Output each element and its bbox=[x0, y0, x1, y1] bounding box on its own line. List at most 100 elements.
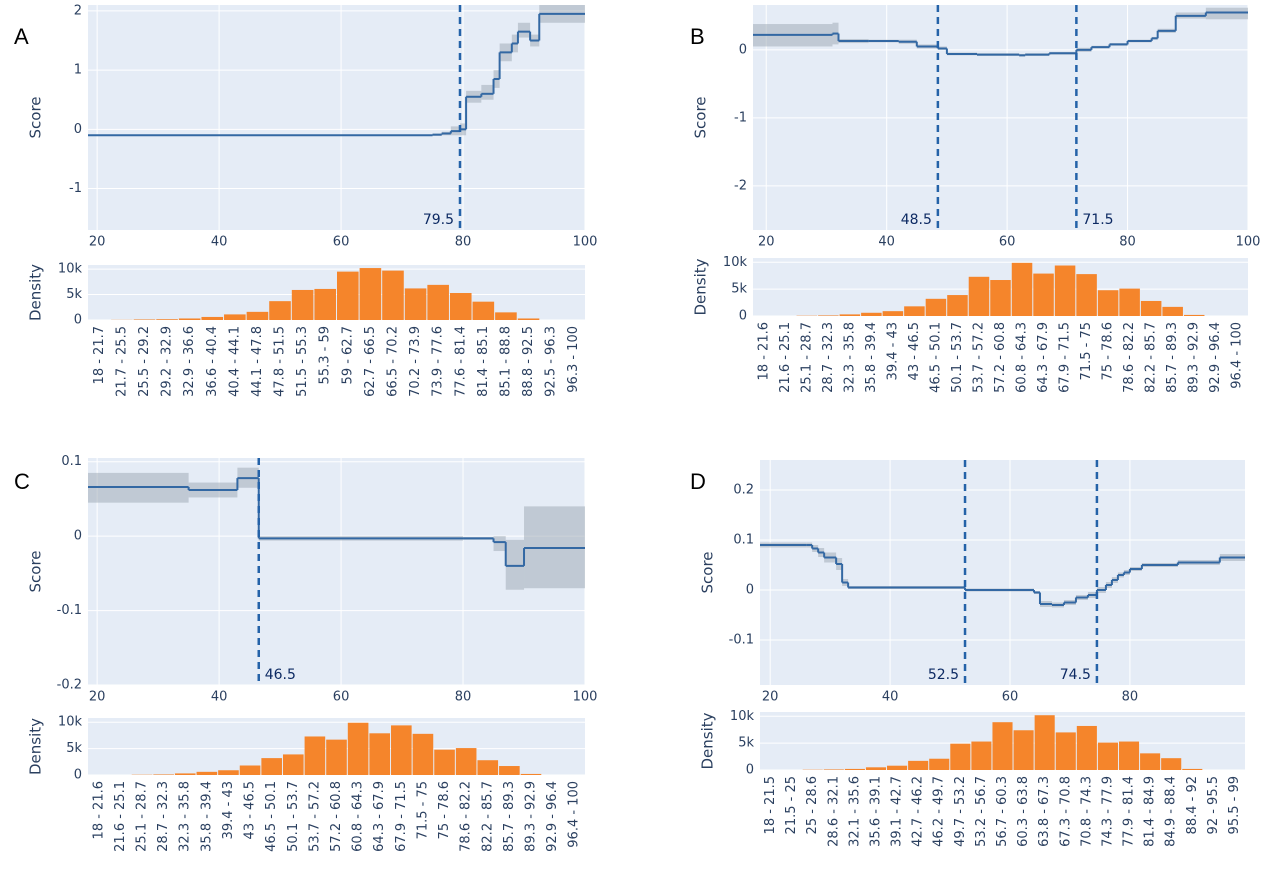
x-tick-label: 85.1 - 88.8 bbox=[498, 326, 513, 397]
x-tick-label: 39.1 - 42.7 bbox=[890, 776, 905, 847]
bar bbox=[449, 293, 472, 320]
x-tick-label: 18 - 21.6 bbox=[756, 322, 771, 380]
bar bbox=[950, 743, 971, 770]
y-tick-label: 0.2 bbox=[733, 483, 754, 498]
x-tick-label: 85.7 - 89.3 bbox=[1165, 322, 1180, 393]
x-tick-label: 84.9 - 88.4 bbox=[1164, 776, 1179, 847]
x-tick-label: 92.9 - 96.4 bbox=[545, 781, 560, 852]
plot-data bbox=[88, 5, 585, 137]
y-tick-label: -0.1 bbox=[729, 633, 754, 648]
y-tick-label: -1 bbox=[734, 110, 747, 125]
x-tick-label: 40.4 - 44.1 bbox=[227, 326, 242, 397]
bar bbox=[1054, 265, 1076, 316]
y-tick-label: 5k bbox=[731, 282, 747, 297]
x-tick-label: 18 - 21.7 bbox=[92, 326, 107, 384]
bar bbox=[404, 288, 427, 320]
bar bbox=[1055, 732, 1076, 770]
x-tick-label: 96.4 - 100 bbox=[567, 781, 582, 848]
x-tick-label: 35.8 - 39.4 bbox=[864, 322, 879, 393]
axis-title: Density bbox=[699, 712, 717, 769]
bar bbox=[261, 758, 282, 775]
x-tick-label: 96.3 - 100 bbox=[566, 326, 581, 393]
x-tick-label: 74.3 - 77.9 bbox=[1100, 776, 1115, 847]
bar bbox=[304, 736, 326, 775]
bar bbox=[153, 774, 174, 775]
bar bbox=[133, 319, 156, 320]
x-tick-label: 92.9 - 96.4 bbox=[1208, 322, 1223, 393]
bar bbox=[904, 306, 925, 316]
bar bbox=[369, 733, 391, 775]
bar bbox=[326, 739, 347, 775]
bar bbox=[196, 771, 218, 775]
axis-title: Density bbox=[27, 264, 45, 321]
bar bbox=[291, 289, 314, 320]
x-tick-label: 53.2 - 56.7 bbox=[974, 776, 989, 847]
plot-data bbox=[760, 542, 1245, 608]
y-tick-label: 2 bbox=[74, 3, 82, 18]
bar bbox=[882, 311, 904, 316]
bar bbox=[1013, 730, 1034, 770]
x-tick-label: 43 - 46.5 bbox=[243, 781, 258, 839]
x-tick-label: 63.8 - 67.3 bbox=[1037, 776, 1052, 847]
x-tick-label: 40 bbox=[882, 690, 899, 705]
panel-label: A bbox=[14, 24, 29, 49]
x-tick-label: 25.5 - 29.2 bbox=[137, 326, 152, 397]
y-tick-label: -2 bbox=[734, 178, 747, 193]
x-tick-label: 20 bbox=[762, 690, 779, 705]
x-tick-label: 51.5 - 55.3 bbox=[295, 326, 310, 397]
y-tick-label: 0 bbox=[74, 768, 82, 783]
x-tick-label: 53.7 - 57.2 bbox=[971, 322, 986, 393]
x-tick-label: 36.6 - 40.4 bbox=[205, 326, 220, 397]
x-tick-label: 67.9 - 71.5 bbox=[1058, 322, 1073, 393]
bar bbox=[314, 288, 336, 320]
y-tick-label: 5k bbox=[66, 741, 82, 756]
x-tick-label: 75 - 78.6 bbox=[437, 781, 452, 839]
bar bbox=[517, 318, 540, 320]
bar bbox=[1076, 274, 1097, 316]
bar bbox=[218, 770, 239, 775]
y-tick-label: 0 bbox=[74, 529, 82, 544]
threshold-label: 79.5 bbox=[423, 212, 454, 228]
x-tick-label: 70.2 - 73.9 bbox=[408, 326, 423, 397]
x-tick-label: 46.5 - 50.1 bbox=[264, 781, 279, 852]
bar bbox=[455, 748, 477, 775]
bar bbox=[1162, 306, 1183, 316]
x-tick-label: 77.9 - 81.4 bbox=[1122, 776, 1137, 847]
plot-background bbox=[88, 5, 585, 230]
bar bbox=[1118, 741, 1140, 770]
plot: 0 5k 10k Density 18 - 21.7 21.7 - 25.5 25.5 - … bbox=[27, 262, 585, 397]
y-tick-label: -1 bbox=[69, 181, 82, 196]
x-tick-label: 32.1 - 35.6 bbox=[847, 776, 862, 847]
x-tick-label: 56.7 - 60.3 bbox=[995, 776, 1010, 847]
y-tick-label: 0 bbox=[746, 763, 754, 778]
x-tick-label: 21.6 - 25.1 bbox=[113, 781, 128, 852]
x-tick-label: 80 bbox=[455, 690, 472, 705]
x-tick-label: 78.6 - 82.2 bbox=[459, 781, 474, 852]
x-tick-label: 39.4 - 43 bbox=[885, 322, 900, 380]
plot: 0 5k 10k Density 18 - 21.6 21.6 - 25.1 25.1 - … bbox=[27, 715, 585, 852]
x-tick-label: 59 - 62.7 bbox=[340, 326, 355, 384]
x-tick-label: 46.2 - 49.7 bbox=[932, 776, 947, 847]
confidence-band bbox=[1205, 7, 1248, 20]
bar bbox=[434, 749, 455, 775]
x-tick-label: 49.7 - 53.2 bbox=[953, 776, 968, 847]
bar bbox=[282, 754, 304, 775]
x-tick-label: 43 - 46.5 bbox=[907, 322, 922, 380]
bar bbox=[844, 768, 865, 770]
x-tick-label: 46.5 - 50.1 bbox=[928, 322, 943, 393]
x-tick-label: 89.3 - 92.9 bbox=[523, 781, 538, 852]
x-tick-label: 64.3 - 67.9 bbox=[1036, 322, 1051, 393]
bar bbox=[156, 319, 178, 320]
bar bbox=[269, 301, 291, 320]
plot: -2 -1 0 Score 20 40 60 80 100 48.5 71.5 B bbox=[690, 5, 1260, 250]
x-tick-label: 57.2 - 60.8 bbox=[329, 781, 344, 852]
x-tick-label: 32.3 - 35.8 bbox=[842, 322, 857, 393]
y-tick-label: 1 bbox=[74, 63, 82, 78]
x-tick-label: 60 bbox=[999, 235, 1016, 250]
x-tick-label: 57.2 - 60.8 bbox=[993, 322, 1008, 393]
x-tick-label: 28.7 - 32.3 bbox=[156, 781, 171, 852]
threshold-label: 46.5 bbox=[265, 667, 296, 683]
x-tick-label: 75 - 78.6 bbox=[1101, 322, 1116, 380]
x-tick-label: 80 bbox=[455, 235, 472, 250]
bar bbox=[992, 722, 1013, 770]
